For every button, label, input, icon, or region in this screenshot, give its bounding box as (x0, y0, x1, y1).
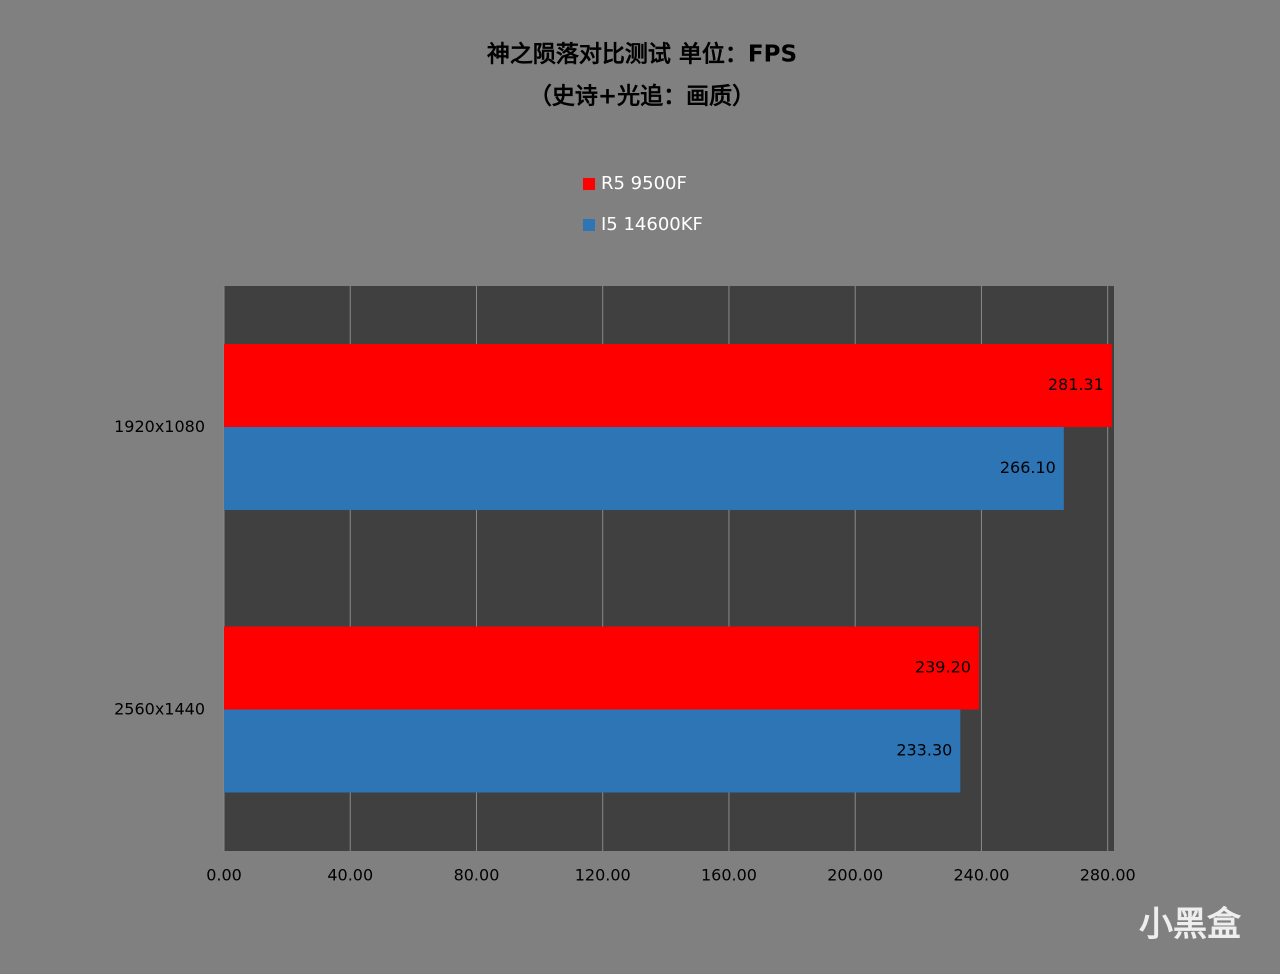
bar (224, 344, 1112, 427)
value-label: 281.31 (1048, 375, 1104, 394)
y-tick-label: 1920x1080 (114, 417, 205, 436)
bar (224, 427, 1064, 510)
bar (224, 709, 961, 793)
bar (224, 626, 979, 710)
x-tick-label: 200.00 (827, 866, 883, 885)
chart-subtitle: （史诗+光追：画质） (529, 83, 755, 110)
x-tick-label: 80.00 (454, 866, 500, 885)
watermark: 小黑盒 (1139, 905, 1242, 945)
x-tick-label: 280.00 (1080, 866, 1136, 885)
legend-label: I5 14600KF (601, 214, 703, 235)
x-tick-label: 160.00 (701, 866, 757, 885)
legend-label: R5 9500F (601, 173, 687, 194)
value-label: 266.10 (1000, 458, 1056, 477)
x-tick-label: 0.00 (206, 866, 242, 885)
x-tick-label: 120.00 (575, 866, 631, 885)
value-label: 239.20 (915, 658, 971, 677)
value-label: 233.30 (896, 741, 952, 760)
x-tick-label: 40.00 (327, 866, 373, 885)
legend-swatch (583, 219, 595, 231)
y-tick-label: 2560x1440 (114, 699, 205, 718)
legend-swatch (583, 178, 595, 190)
x-tick-label: 240.00 (953, 866, 1009, 885)
chart-title: 神之陨落对比测试 单位：FPS (487, 41, 797, 68)
